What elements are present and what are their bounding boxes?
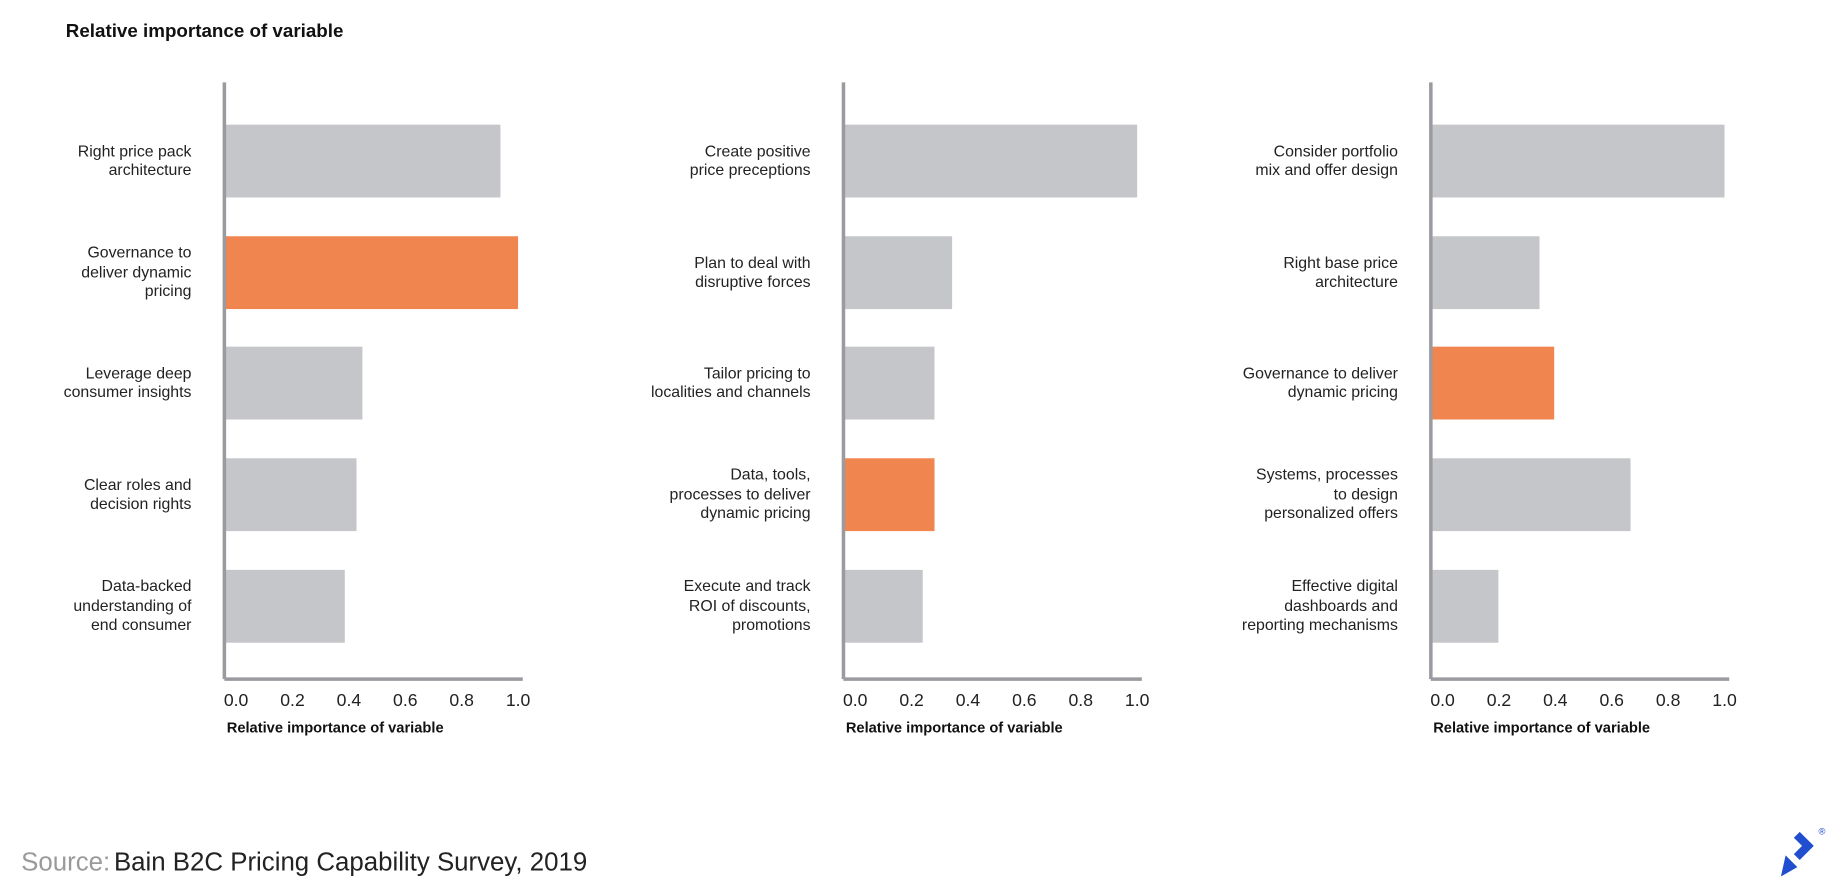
bar	[843, 569, 923, 643]
category-label: Right price pack architecture	[77, 141, 192, 179]
bar	[224, 569, 345, 643]
bar	[843, 458, 935, 532]
svg-text:®: ®	[1819, 825, 1826, 836]
category-label: Plan to deal with disruptive forces	[694, 253, 811, 291]
bar	[224, 124, 501, 198]
category-label: Execute and track ROI of discounts, prom…	[683, 577, 811, 634]
source-label: Source:	[21, 848, 110, 876]
category-text: Right price pack architecture	[77, 141, 192, 179]
category-text: Data, tools, processes to deliver dynami…	[669, 465, 811, 523]
x-tick-label: 0.8	[449, 690, 474, 710]
bar	[224, 236, 519, 310]
x-tick-label: 0.8	[1069, 690, 1094, 710]
category-text: Leverage deep consumer insights	[63, 363, 192, 401]
category-text: Governance to deliver dynamic pricing	[81, 243, 192, 300]
bar	[1430, 124, 1725, 198]
category-text: Right base price architecture	[1283, 253, 1398, 291]
category-text: Systems, processes to design personalize…	[1256, 465, 1398, 523]
x-tick-label: 0.2	[280, 690, 304, 710]
category-label: Data-backed understanding of end consume…	[73, 577, 192, 634]
category-text: Consider portfolio mix and offer design	[1255, 141, 1398, 179]
x-tick-label: 0.4	[1543, 690, 1568, 710]
chart-title: Relative importance of variable	[66, 20, 344, 41]
x-tick-label: 0.2	[899, 690, 923, 710]
x-tick-label: 0.6	[1600, 690, 1625, 710]
category-label: Governance to deliver dynamic pricing	[81, 243, 192, 300]
category-text: Create positive price preceptions	[689, 141, 811, 179]
category-text: Effective digital dashboards and reporti…	[1241, 577, 1398, 634]
x-axis-label: Relative importance of variable	[227, 720, 444, 736]
source-text: Bain B2C Pricing Capability Survey, 2019	[114, 848, 587, 876]
bar	[843, 124, 1138, 198]
category-label: Leverage deep consumer insights	[63, 363, 192, 401]
x-tick-label: 0.0	[843, 690, 868, 710]
x-tick-label: 0.6	[1012, 690, 1037, 710]
category-label: Clear roles and decision rights	[83, 475, 192, 513]
category-text: Plan to deal with disruptive forces	[694, 253, 811, 291]
x-axis-label: Relative importance of variable	[846, 720, 1063, 736]
x-tick-label: 0.4	[337, 690, 362, 710]
x-tick-label: 1.0	[506, 690, 531, 710]
category-label: Create positive price preceptions	[689, 141, 811, 179]
logo: ®	[1780, 825, 1826, 877]
category-text: Clear roles and decision rights	[83, 475, 192, 513]
category-label: Consider portfolio mix and offer design	[1255, 141, 1398, 179]
bar	[224, 458, 357, 532]
category-text: Data-backed understanding of end consume…	[73, 577, 192, 634]
category-label: Right base price architecture	[1283, 253, 1398, 291]
x-tick-label: 0.8	[1656, 690, 1681, 710]
bar	[843, 236, 953, 310]
category-label: Tailor pricing to localities and channel…	[650, 363, 811, 401]
bar	[1430, 236, 1540, 310]
x-axis-label: Relative importance of variable	[1433, 720, 1650, 736]
x-tick-label: 0.4	[956, 690, 981, 710]
x-tick-label: 1.0	[1712, 690, 1737, 710]
x-tick-label: 0.6	[393, 690, 418, 710]
bar	[1430, 458, 1631, 532]
category-label: Data, tools, processes to deliver dynami…	[669, 465, 811, 523]
category-label: Governance to deliver dynamic pricing	[1242, 363, 1398, 401]
bar	[1430, 346, 1555, 420]
bar	[224, 346, 363, 420]
bar	[843, 346, 935, 420]
category-text: Governance to deliver dynamic pricing	[1242, 363, 1398, 401]
x-tick-label: 0.2	[1487, 690, 1511, 710]
x-tick-label: 0.0	[1430, 690, 1455, 710]
x-tick-label: 1.0	[1125, 690, 1150, 710]
x-tick-label: 0.0	[224, 690, 249, 710]
category-label: Systems, processes to design personalize…	[1256, 465, 1398, 523]
category-text: Execute and track ROI of discounts, prom…	[683, 577, 811, 634]
bar	[1430, 569, 1499, 643]
category-text: Tailor pricing to localities and channel…	[650, 363, 811, 401]
category-label: Effective digital dashboards and reporti…	[1241, 577, 1398, 634]
